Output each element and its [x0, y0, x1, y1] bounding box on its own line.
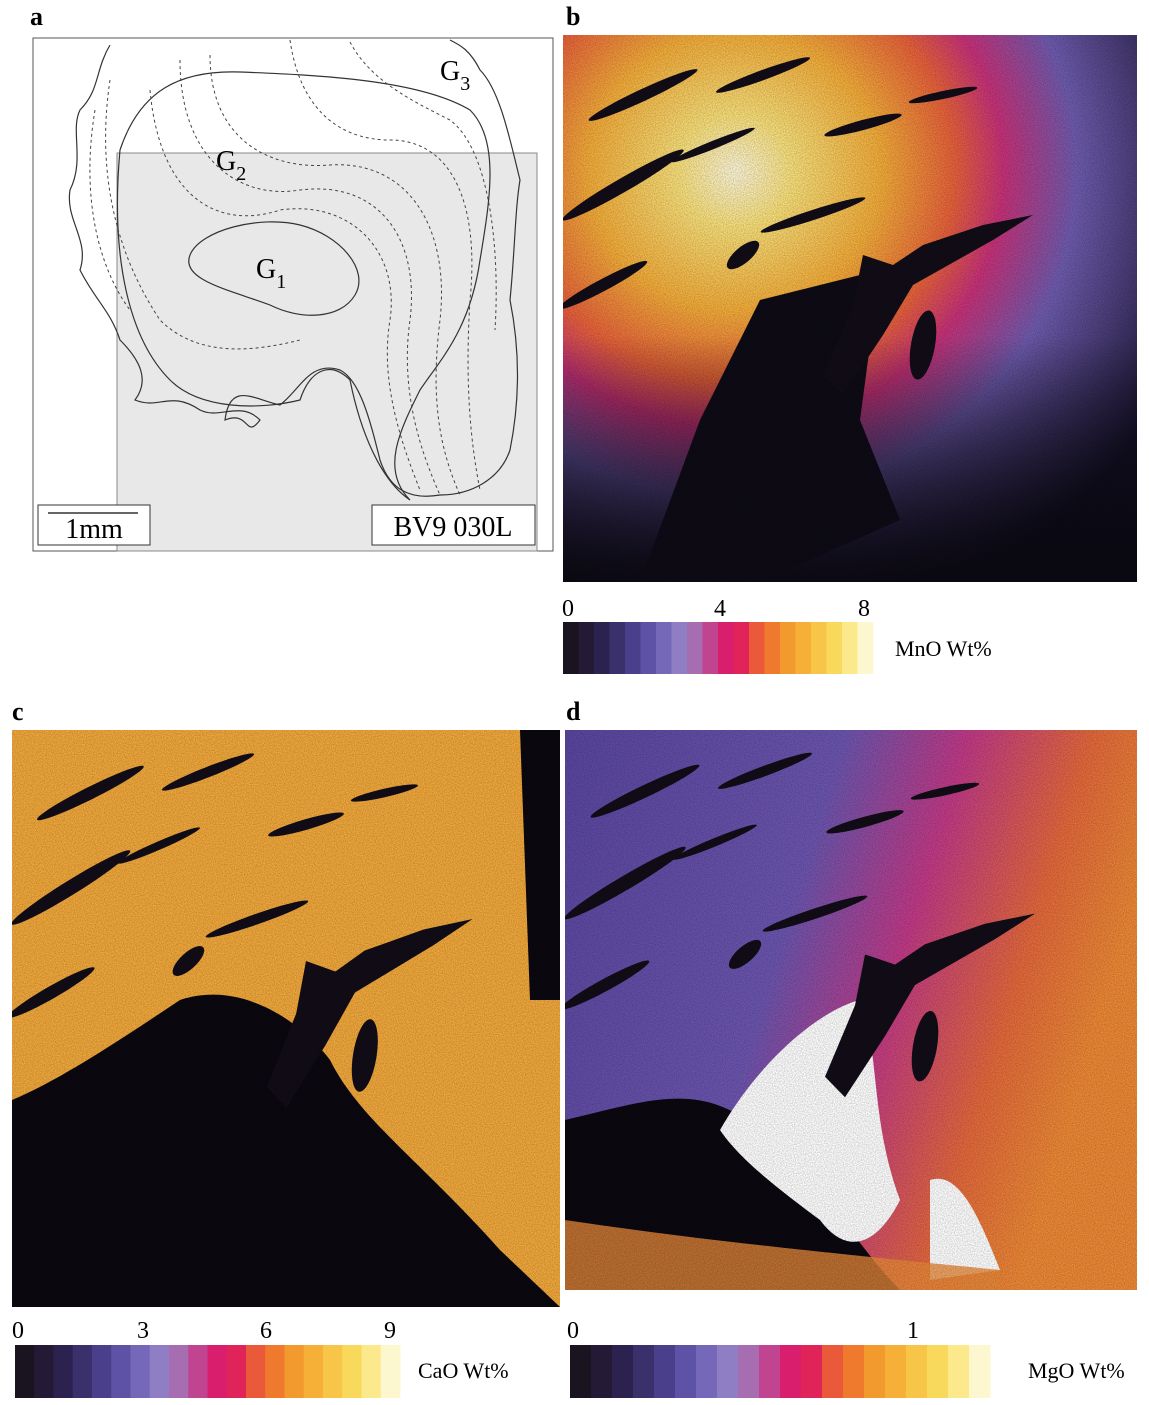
colorbar-tick: 0 — [12, 1318, 24, 1344]
colorbar-swatch — [633, 1345, 655, 1398]
colorbar-swatch — [92, 1345, 112, 1398]
zone-letter: G — [440, 56, 460, 87]
colorbar-swatch — [843, 1345, 865, 1398]
colorbar-swatch — [34, 1345, 54, 1398]
colorbar-swatch — [208, 1345, 228, 1398]
colorbar-swatch — [969, 1345, 991, 1398]
zone-subscript: 3 — [460, 73, 470, 95]
panel-label: c — [12, 697, 24, 726]
colorbar-swatch — [641, 622, 657, 674]
mgo-map — [558, 730, 1137, 1290]
colorbar-swatch — [227, 1345, 247, 1398]
colorbar-tick: 9 — [384, 1318, 396, 1344]
scale-label: 1mm — [65, 514, 123, 545]
mno-map — [556, 35, 1137, 582]
colorbar-label: MgO Wt% — [1028, 1358, 1125, 1383]
colorbar-swatch — [563, 622, 579, 674]
colorbar-swatch — [801, 1345, 823, 1398]
colorbar-swatch — [687, 622, 703, 674]
colorbar-swatch — [717, 1345, 739, 1398]
colorbar-swatch — [927, 1345, 949, 1398]
colorbar-swatch — [323, 1345, 343, 1398]
colorbar-swatch — [610, 622, 626, 674]
colorbar-swatch — [734, 622, 750, 674]
colorbar-swatch — [675, 1345, 697, 1398]
colorbar-swatch — [749, 622, 765, 674]
colorbar-swatch — [858, 622, 874, 674]
colorbar-tick: 8 — [858, 596, 870, 622]
colorbar-swatch — [579, 622, 595, 674]
colorbar-swatch — [570, 1345, 592, 1398]
colorbar-swatch — [612, 1345, 634, 1398]
colorbar-swatch — [654, 1345, 676, 1398]
colorbar-swatch — [591, 1345, 613, 1398]
colorbar-swatch — [265, 1345, 285, 1398]
colorbar-swatch — [827, 622, 843, 674]
panel-label: a — [30, 2, 43, 31]
colorbar-swatch — [246, 1345, 266, 1398]
colorbar — [563, 622, 874, 674]
colorbar-tick: 0 — [567, 1318, 579, 1344]
colorbar-swatch — [111, 1345, 131, 1398]
colorbar-swatch — [625, 622, 641, 674]
colorbar-swatch — [304, 1345, 324, 1398]
cao-map — [5, 730, 560, 1307]
colorbar-swatch — [594, 622, 610, 674]
colorbar-swatch — [342, 1345, 362, 1398]
sample-label: BV9 030L — [394, 512, 513, 543]
colorbar-swatch — [796, 622, 812, 674]
colorbar-swatch — [811, 622, 827, 674]
colorbar-swatch — [822, 1345, 844, 1398]
colorbar-swatch — [150, 1345, 170, 1398]
colorbar-swatch — [906, 1345, 928, 1398]
colorbar-swatch — [169, 1345, 189, 1398]
colorbar-tick: 4 — [714, 596, 726, 622]
colorbar-swatch — [948, 1345, 970, 1398]
figure: a G3 G2 G1 1mm BV9 030L b c d 0 4 8 MnO … — [0, 0, 1149, 1405]
colorbar-swatch — [672, 622, 688, 674]
colorbar-swatch — [188, 1345, 208, 1398]
zone-letter: G — [216, 146, 236, 177]
colorbar-swatch — [285, 1345, 305, 1398]
colorbar-swatch — [73, 1345, 93, 1398]
colorbar-tick: 1 — [907, 1318, 919, 1344]
colorbar-swatch — [842, 622, 858, 674]
colorbar-tick: 6 — [260, 1318, 272, 1344]
colorbar-label: MnO Wt% — [895, 636, 992, 661]
colorbar-label: CaO Wt% — [418, 1358, 509, 1383]
colorbar-swatch — [738, 1345, 760, 1398]
panel-label: b — [566, 2, 580, 31]
zone-letter: G — [256, 254, 276, 285]
colorbar-swatch — [718, 622, 734, 674]
colorbar-swatch — [885, 1345, 907, 1398]
colorbar-swatch — [15, 1345, 35, 1398]
panel-label: d — [566, 697, 581, 726]
zone-subscript: 1 — [276, 271, 286, 293]
colorbar-swatch — [864, 1345, 886, 1398]
colorbar-swatch — [765, 622, 781, 674]
colorbar-swatch — [696, 1345, 718, 1398]
colorbar-swatch — [656, 622, 672, 674]
colorbar-swatch — [54, 1345, 74, 1398]
zone-subscript: 2 — [236, 163, 246, 185]
colorbar-swatch — [780, 622, 796, 674]
colorbar-swatch — [362, 1345, 382, 1398]
map-area — [117, 153, 537, 551]
colorbar — [570, 1345, 991, 1398]
colorbar-swatch — [703, 622, 719, 674]
colorbar-swatch — [780, 1345, 802, 1398]
colorbar-tick: 0 — [562, 596, 574, 622]
colorbar — [15, 1345, 401, 1398]
colorbar-swatch — [759, 1345, 781, 1398]
colorbar-swatch — [381, 1345, 401, 1398]
colorbar-swatch — [131, 1345, 151, 1398]
colorbar-tick: 3 — [137, 1318, 149, 1344]
